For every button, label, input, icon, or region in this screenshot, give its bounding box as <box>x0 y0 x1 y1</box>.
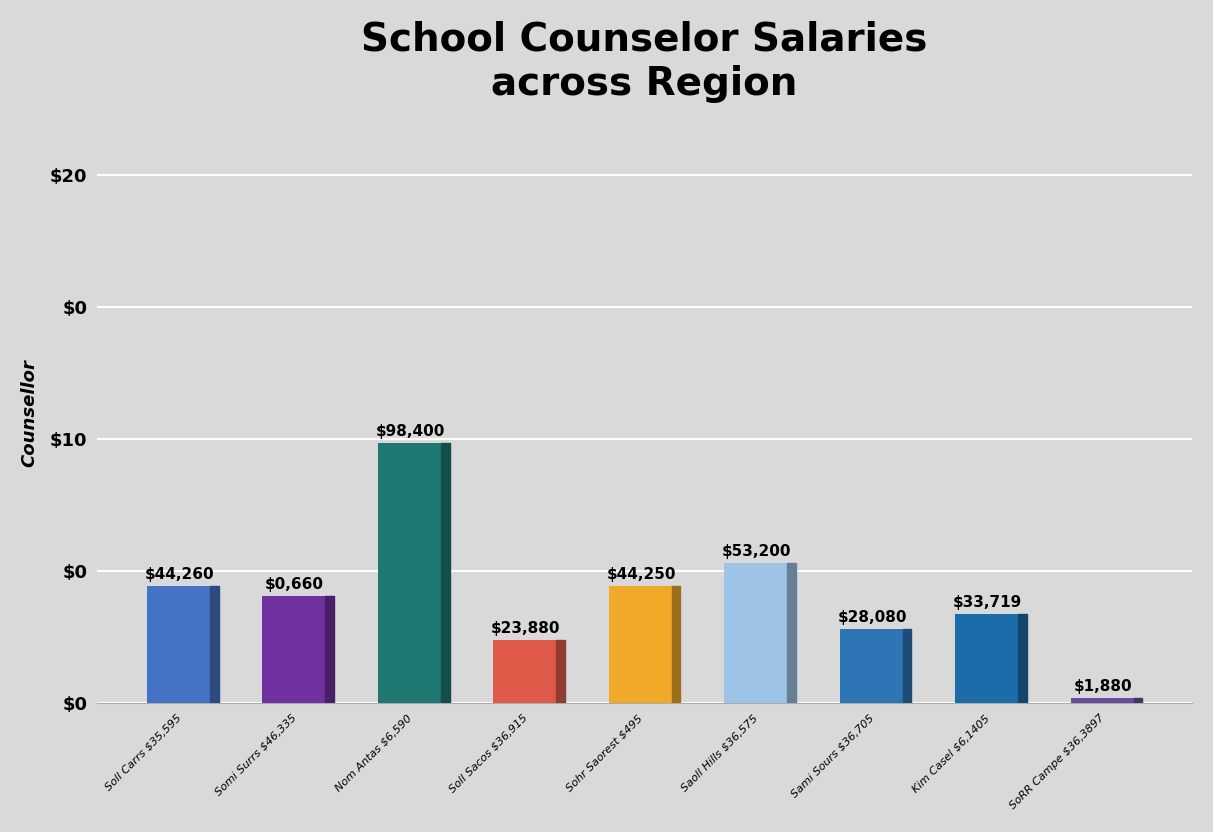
Text: $23,880: $23,880 <box>491 621 560 636</box>
Text: $0,660: $0,660 <box>266 577 324 592</box>
Text: $44,260: $44,260 <box>144 567 213 582</box>
Bar <box>724 562 796 703</box>
Text: $33,719: $33,719 <box>953 595 1023 610</box>
Text: $44,250: $44,250 <box>606 567 676 582</box>
Bar <box>609 587 680 703</box>
Bar <box>557 640 565 703</box>
Bar <box>262 596 334 703</box>
Bar <box>839 629 911 703</box>
Bar <box>325 596 334 703</box>
Text: $1,880: $1,880 <box>1074 679 1132 694</box>
Text: $28,080: $28,080 <box>837 610 907 625</box>
Bar <box>1134 698 1143 703</box>
Bar <box>902 629 911 703</box>
Y-axis label: Counsellor: Counsellor <box>21 359 39 467</box>
Bar <box>440 443 450 703</box>
Bar <box>494 640 565 703</box>
Bar <box>378 443 450 703</box>
Bar <box>956 614 1027 703</box>
Text: $53,200: $53,200 <box>722 543 791 558</box>
Bar <box>787 562 796 703</box>
Bar <box>1071 698 1143 703</box>
Title: School Counselor Salaries
across Region: School Counselor Salaries across Region <box>361 21 928 103</box>
Bar <box>147 587 218 703</box>
Text: $98,400: $98,400 <box>376 424 445 439</box>
Bar <box>672 587 680 703</box>
Bar <box>210 587 218 703</box>
Bar <box>1019 614 1027 703</box>
